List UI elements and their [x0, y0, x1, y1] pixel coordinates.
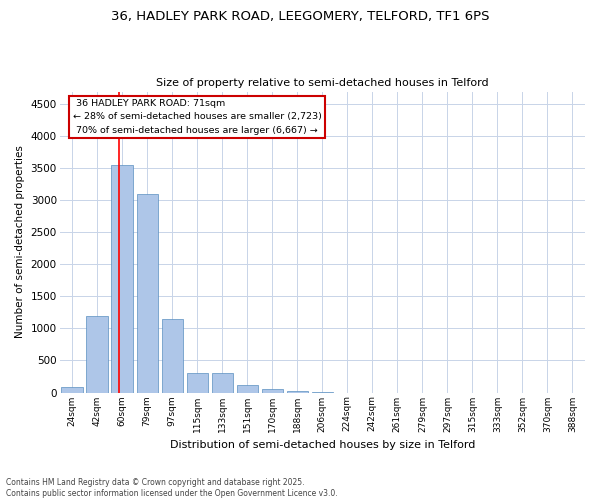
- Bar: [86, 316, 108, 392]
- Text: 36, HADLEY PARK ROAD, LEEGOMERY, TELFORD, TF1 6PS: 36, HADLEY PARK ROAD, LEEGOMERY, TELFORD…: [111, 10, 489, 23]
- Text: 36 HADLEY PARK ROAD: 71sqm
← 28% of semi-detached houses are smaller (2,723)
 70: 36 HADLEY PARK ROAD: 71sqm ← 28% of semi…: [73, 99, 322, 134]
- Bar: [112, 165, 133, 392]
- X-axis label: Distribution of semi-detached houses by size in Telford: Distribution of semi-detached houses by …: [170, 440, 475, 450]
- Title: Size of property relative to semi-detached houses in Telford: Size of property relative to semi-detach…: [156, 78, 488, 88]
- Bar: [137, 194, 158, 392]
- Bar: [212, 372, 233, 392]
- Y-axis label: Number of semi-detached properties: Number of semi-detached properties: [15, 146, 25, 338]
- Text: Contains HM Land Registry data © Crown copyright and database right 2025.
Contai: Contains HM Land Registry data © Crown c…: [6, 478, 338, 498]
- Bar: [61, 388, 83, 392]
- Bar: [187, 372, 208, 392]
- Bar: [287, 391, 308, 392]
- Bar: [262, 388, 283, 392]
- Bar: [161, 319, 183, 392]
- Bar: [236, 386, 258, 392]
